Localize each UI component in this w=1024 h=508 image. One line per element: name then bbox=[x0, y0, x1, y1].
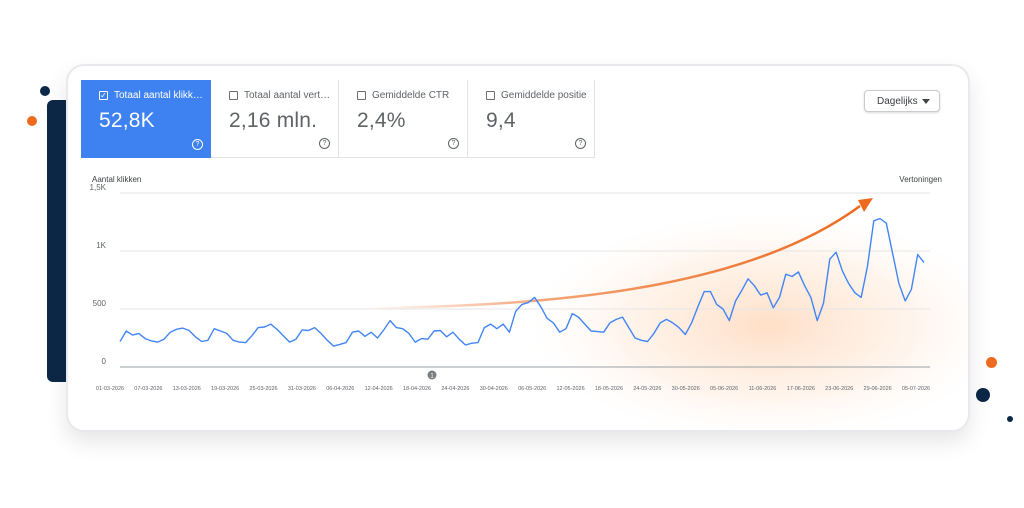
x-tick-label: 06-05-2026 bbox=[518, 386, 546, 392]
metric-label: Totaal aantal klikk… bbox=[114, 90, 203, 101]
x-tick-label: 25-03-2026 bbox=[249, 386, 277, 392]
y-axis-label: Aantal klikken bbox=[92, 175, 141, 184]
annotation-marker-label: 1 bbox=[430, 374, 434, 380]
metric-value: 52,8K bbox=[99, 109, 155, 132]
x-tick-label: 31-03-2026 bbox=[288, 386, 316, 392]
checkbox-unchecked-icon[interactable] bbox=[229, 91, 238, 100]
x-tick-label: 12-04-2026 bbox=[365, 386, 393, 392]
decorative-dot-navy-small bbox=[1007, 416, 1013, 422]
y-tick-label: 1K bbox=[96, 241, 106, 250]
metric-tile-ctr[interactable]: Gemiddelde CTR 2,4% ? bbox=[339, 80, 468, 158]
decorative-dot-orange-right bbox=[986, 357, 997, 368]
x-tick-label: 11-06-2026 bbox=[749, 386, 777, 392]
x-tick-label: 23-06-2026 bbox=[825, 386, 853, 392]
metric-label: Gemiddelde positie bbox=[501, 90, 587, 101]
performance-card: ✓ Totaal aantal klikk… 52,8K ? Totaal aan… bbox=[66, 64, 970, 432]
metric-value: 2,4% bbox=[357, 109, 406, 132]
x-tick-label: 24-05-2026 bbox=[633, 386, 661, 392]
x-tick-label: 30-05-2026 bbox=[672, 386, 700, 392]
caret-down-icon bbox=[922, 99, 930, 104]
x-tick-label: 07-03-2026 bbox=[134, 386, 162, 392]
question-circle-icon[interactable]: ? bbox=[575, 138, 586, 149]
y2-axis-label: Vertoningen bbox=[899, 175, 942, 184]
metric-tile-impressions[interactable]: Totaal aantal vert… 2,16 mln. ? bbox=[211, 80, 339, 158]
checkbox-checked-icon[interactable]: ✓ bbox=[99, 90, 108, 100]
x-tick-label: 06-04-2026 bbox=[326, 386, 354, 392]
x-tick-label: 12-05-2026 bbox=[557, 386, 585, 392]
metric-label: Gemiddelde CTR bbox=[372, 90, 450, 101]
metric-value: 9,4 bbox=[486, 109, 516, 132]
question-circle-icon[interactable]: ? bbox=[448, 138, 459, 149]
clicks-line-chart: Aantal klikken Vertoningen 0 500 1K 1,5K 01… bbox=[90, 175, 968, 430]
metric-label: Totaal aantal vert… bbox=[244, 90, 331, 101]
decorative-dot-navy-right bbox=[976, 388, 990, 402]
upward-trend-arrow bbox=[367, 204, 861, 310]
x-tick-label: 17-06-2026 bbox=[787, 386, 815, 392]
trend-glow bbox=[518, 206, 968, 430]
x-tick-label: 01-03-2026 bbox=[96, 386, 124, 392]
annotation-marker[interactable]: 1 bbox=[427, 370, 437, 380]
x-tick-label: 18-05-2026 bbox=[595, 386, 623, 392]
granularity-dropdown[interactable]: Dagelijks bbox=[864, 90, 940, 112]
metric-tile-position[interactable]: Gemiddelde positie 9,4 ? bbox=[468, 80, 595, 158]
y-tick-label: 1,5K bbox=[90, 183, 107, 192]
x-tick-label: 05-07-2026 bbox=[902, 386, 930, 392]
metric-value: 2,16 mln. bbox=[229, 109, 318, 132]
series-line bbox=[119, 217, 925, 347]
x-tick-label: 19-03-2026 bbox=[211, 386, 239, 392]
x-tick-label: 24-04-2026 bbox=[441, 386, 469, 392]
trend-arrow-head bbox=[858, 198, 873, 212]
x-tick-label: 30-04-2026 bbox=[480, 386, 508, 392]
granularity-selected: Dagelijks bbox=[877, 95, 918, 107]
x-tick-label: 29-06-2026 bbox=[864, 386, 892, 392]
x-tick-label: 18-04-2026 bbox=[403, 386, 431, 392]
x-tick-label: 13-03-2026 bbox=[173, 386, 201, 392]
checkbox-unchecked-icon[interactable] bbox=[357, 91, 366, 100]
question-circle-icon[interactable]: ? bbox=[319, 138, 330, 149]
y-tick-label: 500 bbox=[93, 299, 107, 308]
decorative-dot-navy-top bbox=[40, 86, 50, 96]
checkbox-unchecked-icon[interactable] bbox=[486, 91, 495, 100]
y-tick-label: 0 bbox=[102, 357, 107, 366]
question-circle-icon[interactable]: ? bbox=[192, 139, 203, 150]
decorative-dot-orange-left bbox=[27, 116, 37, 126]
metric-tile-clicks[interactable]: ✓ Totaal aantal klikk… 52,8K ? bbox=[81, 80, 211, 158]
x-tick-label: 05-06-2026 bbox=[710, 386, 738, 392]
